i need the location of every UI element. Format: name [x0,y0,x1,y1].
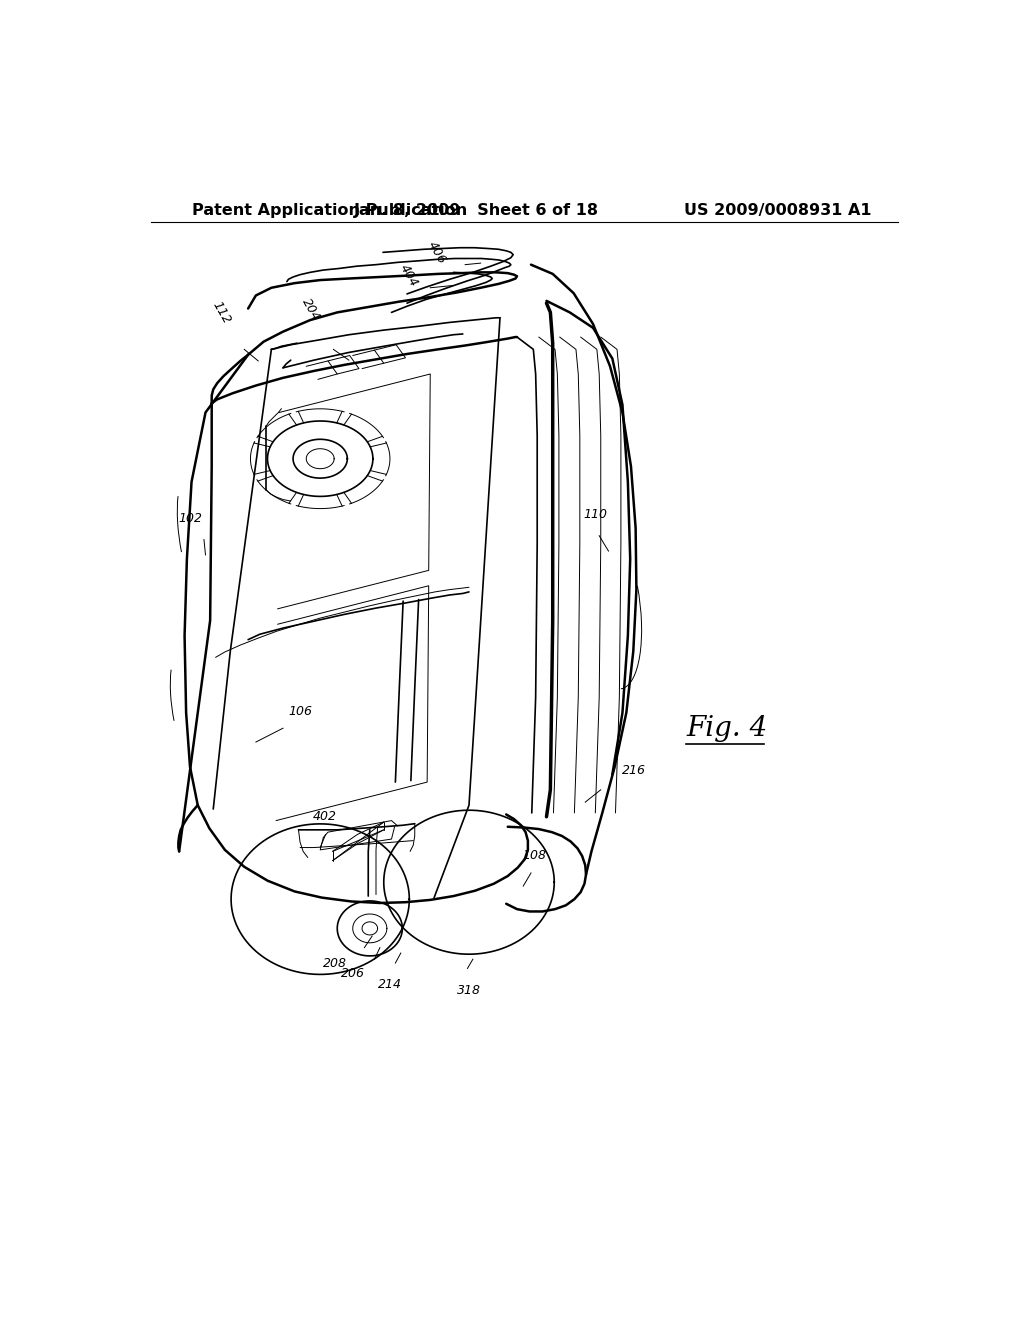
Text: 406: 406 [425,239,449,267]
Text: 106: 106 [289,705,312,718]
Text: 112: 112 [209,298,232,326]
Text: 110: 110 [584,508,607,520]
Text: 402: 402 [313,810,337,824]
Text: Fig. 4: Fig. 4 [686,714,767,742]
Text: 108: 108 [522,849,547,862]
Text: Patent Application Publication: Patent Application Publication [191,203,467,218]
Text: 204: 204 [299,296,323,323]
Text: 206: 206 [341,966,366,979]
Text: 102: 102 [178,512,203,525]
Text: 208: 208 [323,957,346,970]
Text: US 2009/0008931 A1: US 2009/0008931 A1 [684,203,872,218]
Text: 216: 216 [623,764,646,777]
Text: 214: 214 [378,978,402,991]
Text: 318: 318 [458,983,481,997]
Text: 404: 404 [397,261,420,289]
Text: Jan. 8, 2009   Sheet 6 of 18: Jan. 8, 2009 Sheet 6 of 18 [354,203,599,218]
